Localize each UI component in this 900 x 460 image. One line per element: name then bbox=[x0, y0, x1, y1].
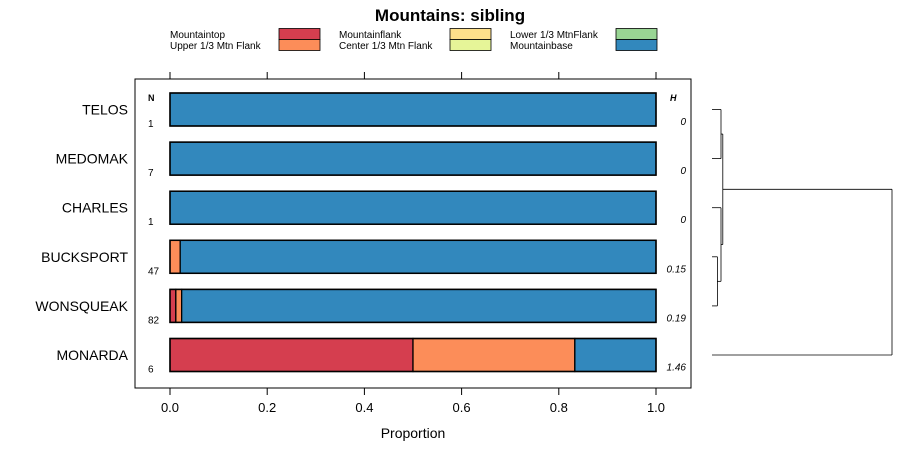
bar-group-charles bbox=[169, 190, 657, 225]
h-value-charles: 0 bbox=[680, 215, 686, 226]
x-tick-label-4: 0.8 bbox=[550, 400, 568, 415]
bar-segment-monarda-mountaintop bbox=[169, 337, 414, 373]
x-tick-label-2: 0.4 bbox=[355, 400, 373, 415]
bar-segment-monarda-upper-1-3-mtn-flank bbox=[412, 337, 576, 373]
category-label-monarda: MONARDA bbox=[56, 347, 128, 363]
n-column-header: N bbox=[148, 93, 155, 103]
h-value-telos: 0 bbox=[680, 117, 686, 128]
n-value-telos: 1 bbox=[148, 119, 154, 130]
legend-swatch-center-1-3-mtn-flank bbox=[449, 39, 492, 51]
legend-label-mountainbase: Mountainbase bbox=[510, 41, 573, 52]
legend-label-mountaintop: Mountaintop bbox=[170, 30, 225, 41]
n-value-wonsqueak: 82 bbox=[148, 315, 160, 326]
n-value-charles: 1 bbox=[148, 217, 154, 228]
bar-group-monarda bbox=[169, 337, 657, 373]
bar-outline-bucksport bbox=[169, 239, 657, 275]
x-axis: 0.0 0.2 0.4 0.6 0.8 1.0 bbox=[161, 72, 665, 415]
bar-outline-medomak bbox=[169, 141, 657, 176]
bar-outline-wonsqueak bbox=[169, 288, 657, 324]
bar-group-medomak bbox=[169, 141, 657, 176]
h-value-wonsqueak: 0.19 bbox=[667, 313, 687, 324]
bar-outline-telos bbox=[169, 92, 657, 127]
legend-label-lower-1-3-mtnflank: Lower 1/3 MtnFlank bbox=[510, 30, 599, 41]
bar-segment-monarda-mountainbase bbox=[574, 337, 657, 373]
x-tick-label-1: 0.2 bbox=[258, 400, 276, 415]
legend-swatch-lower-1-3-mtnflank bbox=[615, 28, 658, 40]
x-axis-title: Proportion bbox=[381, 425, 446, 441]
x-tick-label-3: 0.6 bbox=[453, 400, 471, 415]
legend-swatch-mountainflank bbox=[449, 28, 492, 40]
h-column-header: H bbox=[670, 93, 677, 103]
bar-segment-charles-mountainbase bbox=[169, 190, 657, 225]
bar-segment-bucksport-upper-1-3-mtn-flank bbox=[169, 239, 181, 274]
bar-outline-monarda bbox=[169, 337, 657, 373]
dendrogram bbox=[712, 109, 893, 356]
bar-segment-bucksport-mountainbase bbox=[179, 239, 657, 274]
x-tick-label-0: 0.0 bbox=[161, 400, 179, 415]
bar-segment-wonsqueak-mountaintop bbox=[169, 288, 177, 324]
chart-title: Mountains: sibling bbox=[375, 6, 525, 25]
h-value-medomak: 0 bbox=[680, 166, 686, 177]
bar-segment-telos-mountainbase bbox=[169, 92, 657, 127]
n-value-monarda: 6 bbox=[148, 365, 154, 376]
category-labels: TELOS 1 0 MEDOMAK 7 0 CHARLES 1 0 BUCKSPORT 47 0.15… bbox=[35, 102, 686, 376]
legend-label-center-1-3-mtn-flank: Center 1/3 Mtn Flank bbox=[339, 41, 433, 52]
bar-segment-wonsqueak-mountainbase bbox=[181, 288, 657, 324]
bar-group-bucksport bbox=[169, 239, 657, 275]
bars bbox=[169, 92, 657, 373]
bar-segment-wonsqueak-upper-1-3-mtn-flank bbox=[175, 288, 183, 324]
bar-group-wonsqueak bbox=[169, 288, 657, 324]
bar-group-telos bbox=[169, 92, 657, 127]
bar-segment-medomak-mountainbase bbox=[169, 141, 657, 176]
h-value-bucksport: 0.15 bbox=[667, 264, 687, 275]
legend-swatch-mountaintop bbox=[278, 28, 321, 40]
bar-outline-charles bbox=[169, 190, 657, 225]
legend-swatch-mountainbase bbox=[615, 39, 658, 51]
category-label-medomak: MEDOMAK bbox=[56, 151, 129, 167]
h-value-monarda: 1.46 bbox=[667, 363, 687, 374]
category-label-wonsqueak: WONSQUEAK bbox=[35, 298, 128, 314]
category-label-bucksport: BUCKSPORT bbox=[41, 249, 128, 265]
n-value-medomak: 7 bbox=[148, 168, 154, 179]
legend-label-upper-1-3-mtn-flank: Upper 1/3 Mtn Flank bbox=[170, 41, 262, 52]
legend-swatch-upper-1-3-mtn-flank bbox=[278, 39, 321, 51]
legend-label-mountainflank: Mountainflank bbox=[339, 30, 402, 41]
category-label-charles: CHARLES bbox=[62, 200, 128, 216]
plot-frame bbox=[134, 78, 692, 389]
category-label-telos: TELOS bbox=[82, 102, 128, 118]
n-value-bucksport: 47 bbox=[148, 266, 160, 277]
x-tick-label-5: 1.0 bbox=[647, 400, 665, 415]
